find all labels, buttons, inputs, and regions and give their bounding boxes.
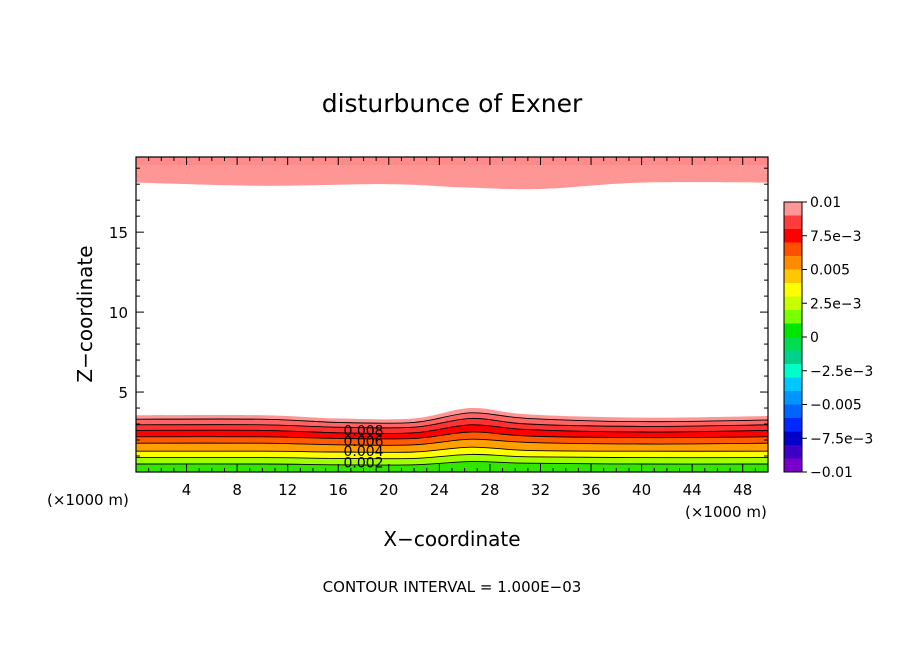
x-tick-label: 16	[329, 481, 348, 499]
contour-line-2	[136, 424, 768, 434]
x-unit-right: (×1000 m)	[685, 503, 767, 521]
colorbar-segment	[784, 215, 802, 230]
y-axis-label: Z−coordinate	[73, 245, 97, 382]
colorbar-segment	[784, 283, 802, 297]
colorbar-segment	[784, 296, 802, 311]
x-tick-label: 32	[531, 481, 550, 499]
x-tick-label: 4	[182, 481, 192, 499]
contour-label-1: 0.006	[343, 434, 383, 450]
colorbar-segment	[784, 269, 802, 284]
y-tick-label: 15	[109, 224, 128, 242]
colorbar-segment	[784, 350, 802, 365]
y-tick-label: 10	[109, 304, 128, 322]
colorbar-segment	[784, 377, 802, 392]
x-axis-label: X−coordinate	[383, 527, 520, 551]
colorbar-label: 0	[810, 330, 819, 346]
colorbar-segment	[784, 431, 802, 446]
colorbar-label: −0.005	[810, 398, 862, 414]
colorbar-segment	[784, 256, 802, 270]
x-tick-label: 36	[581, 481, 600, 499]
colorbar-segment	[784, 364, 802, 378]
contour-line-5	[136, 446, 768, 453]
colorbar-segment	[784, 445, 802, 459]
colorbar-segment	[784, 458, 802, 473]
colorbar-label: −2.5e−3	[810, 364, 873, 380]
x-tick-label: 28	[480, 481, 499, 499]
contour-line-1	[136, 417, 768, 429]
x-tick-label: 24	[430, 481, 449, 499]
colorbar-segment	[784, 404, 802, 419]
contour-label-3: 0.002	[343, 455, 383, 471]
x-tick-label: 20	[379, 481, 398, 499]
contour-interval-note: CONTOUR INTERVAL = 1.000E−03	[323, 578, 582, 596]
colorbar-segment	[784, 202, 802, 216]
colorbar-segment	[784, 391, 802, 405]
x-unit-left: (×1000 m)	[47, 491, 129, 509]
colorbar-segment	[784, 418, 802, 432]
x-tick-label: 12	[278, 481, 297, 499]
x-tick-label: 48	[733, 481, 752, 499]
contour-label-0: 0.008	[343, 423, 383, 439]
colorbar-label: −7.5e−3	[810, 431, 873, 447]
colorbar-segment	[784, 337, 802, 351]
colorbar-label: 2.5e−3	[810, 296, 862, 312]
colorbar-segment	[784, 229, 802, 243]
colorbar-segment	[784, 323, 802, 338]
colorbar: 0.01 7.5e−3 0.005 2.5e−3 0 −2.5e−3 −0.005 −7.5e…	[783, 195, 873, 481]
colorbar-label: 0.005	[810, 263, 850, 279]
contour-line-4	[136, 438, 768, 446]
colorbar-label: 7.5e−3	[810, 229, 862, 245]
upper-layer-fill	[136, 157, 768, 190]
x-tick-label: 8	[232, 481, 242, 499]
chart-title: disturbunce of Exner	[322, 89, 583, 118]
y-tick-label: 5	[118, 384, 128, 402]
contour-line-3	[136, 431, 768, 440]
colorbar-label: 0.01	[810, 195, 841, 211]
contour-line-6	[136, 453, 768, 460]
colorbar-segment	[784, 242, 802, 257]
colorbar-segment	[784, 310, 802, 324]
contour-line-0	[136, 412, 768, 424]
colorbar-label: −0.01	[810, 465, 853, 481]
x-tick-label: 40	[632, 481, 651, 499]
contour-label-2: 0.004	[343, 444, 383, 460]
x-tick-label: 44	[683, 481, 702, 499]
